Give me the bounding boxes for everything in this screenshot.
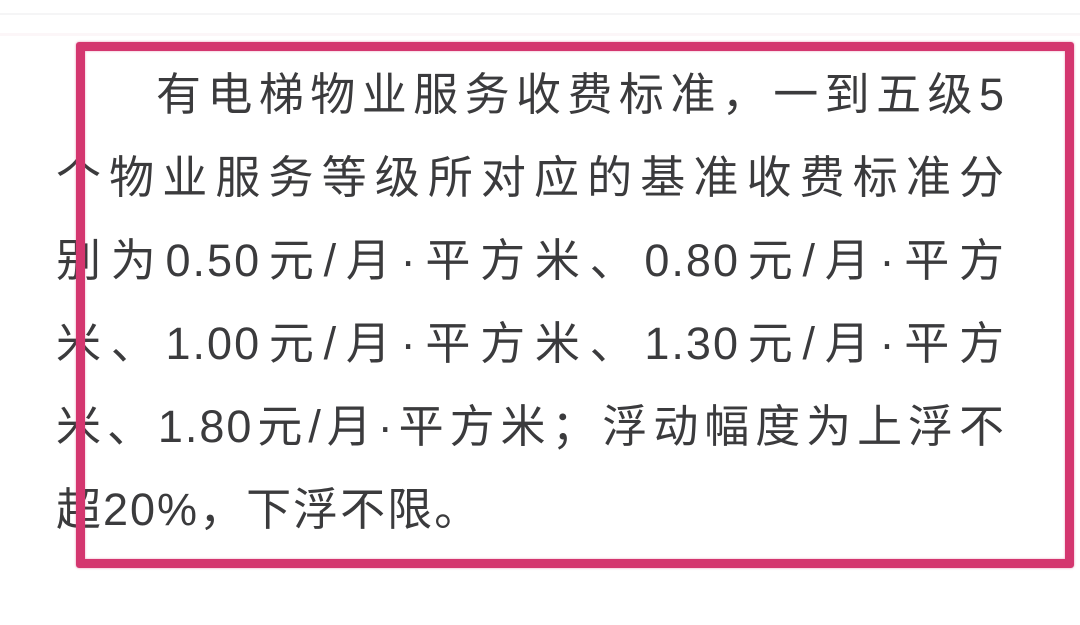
fee-standard-paragraph: 有电梯物业服务收费标准，一到五级5 个物业服务等级所对应的基准收费标准分 别为0… <box>56 53 1006 551</box>
text-line-6: 超20%，下浮不限。 <box>56 484 482 535</box>
text-line-1: 有电梯物业服务收费标准，一到五级5 <box>156 69 1006 120</box>
text-line-2: 个物业服务等级所对应的基准收费标准分 <box>56 152 1006 203</box>
top-tint-line <box>0 33 1080 36</box>
text-line-4: 米、1.00元/月·平方米、1.30元/月·平方 <box>56 318 1006 369</box>
text-line-5: 米、1.80元/月·平方米；浮动幅度为上浮不 <box>56 401 1006 452</box>
top-divider <box>0 13 1080 15</box>
text-line-3: 别为0.50元/月·平方米、0.80元/月·平方 <box>56 235 1006 286</box>
